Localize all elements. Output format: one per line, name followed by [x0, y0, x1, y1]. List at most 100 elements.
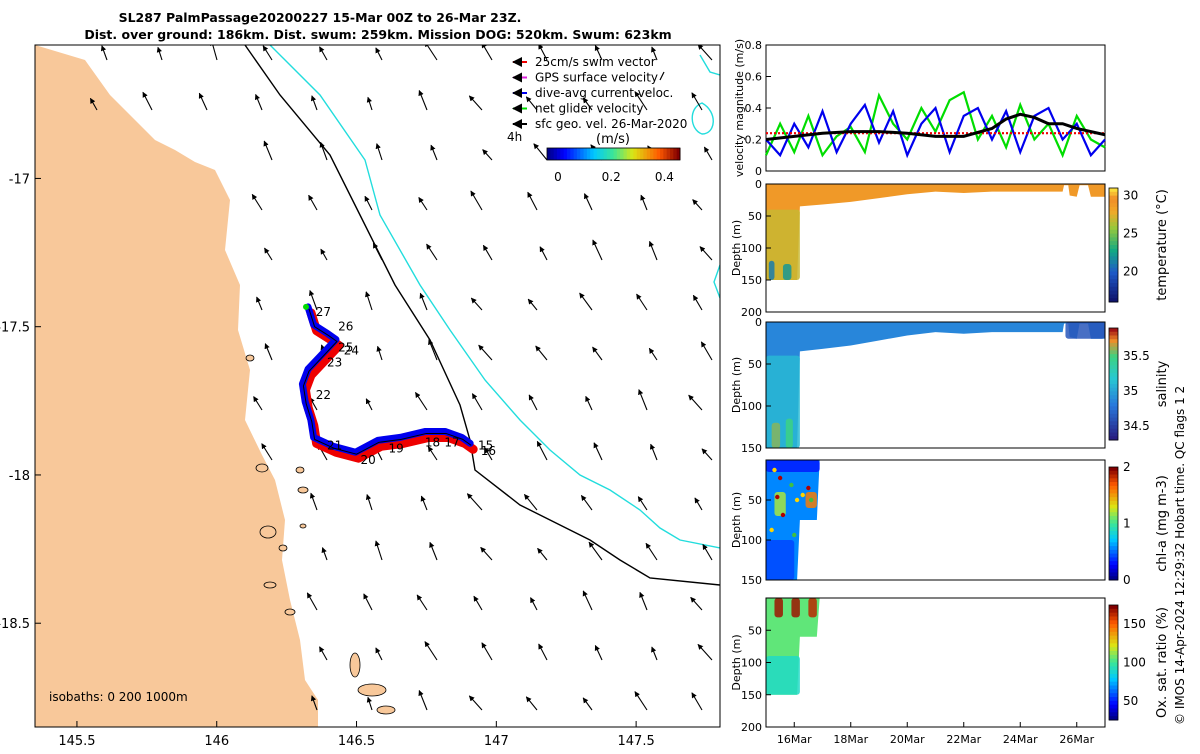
colorbar-cell — [576, 148, 581, 160]
section-colorbar-cell — [1109, 361, 1118, 366]
colorbar-unit-label: (m/s) — [596, 132, 630, 147]
colorbar-cell — [566, 148, 571, 160]
colorbar-tick-label: 0.4 — [655, 170, 674, 184]
velocity-arrow — [372, 242, 383, 261]
section-colorbar-cell — [1109, 467, 1118, 472]
velocity-y-tick-label: 0 — [755, 165, 762, 178]
velocity-arrow — [537, 547, 548, 561]
legend-entry-label: net glider velocity — [535, 102, 643, 116]
section-colorbar-cell — [1109, 233, 1118, 238]
section-background — [766, 184, 1105, 312]
map-legend: 25cm/s swim vector GPS surface velocitydi… — [507, 55, 687, 184]
velocity-arrow — [428, 339, 438, 361]
velocity-arrow — [484, 447, 493, 461]
section-y-tick-label: 150 — [741, 274, 762, 287]
colorbar-cell — [623, 148, 628, 160]
section-colorbar-frame — [1108, 327, 1119, 441]
velocity-arrow — [482, 244, 493, 261]
section-colorbar-cell — [1109, 372, 1118, 378]
velocity-arrow — [364, 195, 373, 211]
colorbar-cell — [656, 148, 661, 160]
velocity-arrow — [645, 542, 658, 561]
map-y-tick-label: -17.5 — [0, 321, 30, 336]
section-colorbar-cell — [1109, 508, 1118, 513]
section-colorbar-cell — [1109, 470, 1118, 476]
velocity-arrow — [530, 597, 538, 611]
velocity-series-line — [765, 112, 1106, 141]
section-colorbar-cell — [1109, 538, 1118, 543]
velocity-arrow — [365, 494, 373, 511]
velocity-arrow — [262, 45, 273, 61]
section-colorbar-cell — [1109, 290, 1118, 295]
section-colorbar-label: temperature (°C) — [1155, 189, 1170, 301]
section-colorbar-tick-label: 35.5 — [1123, 349, 1150, 363]
track-day-label: 16 — [481, 444, 496, 458]
section-colorbar-cell — [1109, 346, 1118, 351]
section-colorbar-cell — [1109, 357, 1118, 363]
velocity-arrow — [306, 592, 318, 611]
velocity-arrow — [634, 691, 648, 711]
colorbar-cell — [600, 148, 605, 160]
island — [284, 608, 296, 616]
velocity-arrow — [321, 547, 328, 561]
velocity-arrow — [582, 590, 593, 611]
section-colorbar-frame — [1108, 604, 1119, 721]
velocity-arrow — [375, 47, 383, 61]
section-colorbar-cell — [1109, 428, 1118, 434]
section-colorbar-cell — [1109, 331, 1118, 336]
section-colorbar-cell — [1109, 620, 1118, 625]
map-y-tick-label: -17 — [9, 172, 30, 187]
time-tick-label: 22Mar — [946, 733, 981, 746]
section-colorbar-cell — [1109, 666, 1118, 671]
velocity-arrow — [430, 144, 438, 161]
velocity-arrow — [697, 45, 713, 61]
map-x-tick-label: 146.5 — [338, 734, 375, 749]
island — [245, 354, 255, 362]
chl-sample-dot — [806, 485, 811, 491]
velocity-arrow — [637, 496, 648, 511]
velocity-arrow — [320, 248, 328, 261]
velocity-arrow — [419, 292, 428, 311]
glider-track — [298, 303, 478, 463]
section-colorbar-cell — [1109, 482, 1118, 487]
section-colorbar-cell — [1109, 365, 1118, 370]
section-colorbar-cell — [1109, 557, 1118, 562]
velocity-arrow — [703, 146, 713, 161]
velocity-arrow — [535, 345, 548, 361]
section-feature — [771, 422, 781, 448]
velocity-arrow — [638, 389, 648, 411]
legend-entry-label: GPS surface velocity — [535, 71, 658, 85]
section-colorbar-tick-label: 25 — [1123, 227, 1138, 241]
section-colorbar-cell — [1109, 658, 1118, 663]
track-day-label: 26 — [338, 320, 353, 334]
section-colorbar-cell — [1109, 267, 1118, 273]
section-colorbar-cell — [1109, 237, 1118, 242]
section-colorbar-cell — [1109, 241, 1118, 246]
map-x-tick-label: 147 — [484, 734, 509, 749]
track-end-marker — [303, 303, 309, 310]
velocity-arrow — [363, 593, 373, 611]
section-colorbar-tick-label: 30 — [1123, 189, 1138, 203]
map-y-tick-label: -18 — [9, 469, 30, 484]
colorbar-tick-label: 0 — [554, 170, 562, 184]
section-background — [766, 598, 1105, 727]
velocity-arrow — [471, 393, 483, 411]
colorbar-cell — [660, 148, 664, 160]
island — [255, 463, 269, 473]
section-colorbar-cell — [1109, 191, 1118, 197]
section-colorbar-cell — [1109, 402, 1118, 407]
section-feature — [766, 656, 800, 695]
velocity-arrow — [481, 45, 493, 61]
section-frame — [765, 321, 1106, 449]
salinity-section-panel: 0 50 100 150 Depth (m) 34.5 35 35.5 salinity — [730, 316, 1170, 455]
time-tick-label: 18Mar — [833, 733, 868, 746]
section-ylabel: Depth (m) — [730, 220, 743, 276]
velocity-arrow — [594, 45, 603, 61]
section-y-tick-label: 150 — [741, 689, 762, 702]
velocity-arrow — [473, 595, 483, 611]
velocity-arrow — [699, 246, 713, 261]
velocity-arrow — [376, 345, 383, 361]
map-axes: 145.5 146 146.5 147 147.5 -17 -17.5 -18 -18.5 — [0, 172, 655, 749]
velocity-arrow — [536, 440, 548, 461]
